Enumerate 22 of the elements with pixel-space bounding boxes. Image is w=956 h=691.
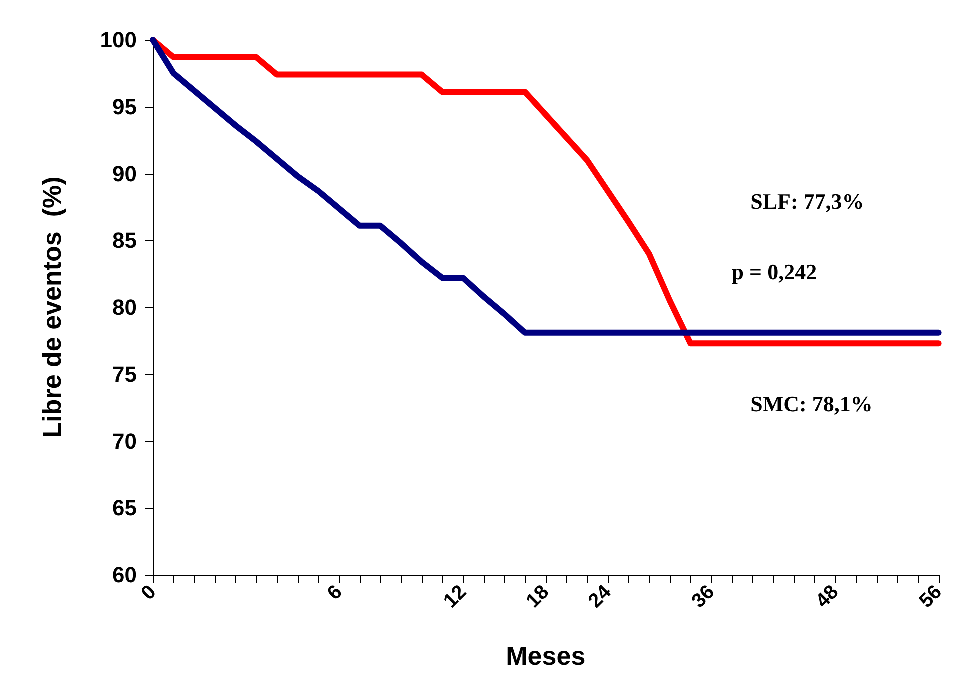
x-axis-title: Meses [506,641,586,671]
annotation: p = 0,242 [732,260,818,285]
x-tick-label: 18 [522,581,554,612]
x-tick-label: 6 [323,581,347,605]
y-tick-label: 75 [112,362,137,387]
x-tick-label: 24 [584,581,616,612]
x-tick-label: 0 [137,581,161,605]
y-tick-label: 90 [112,161,137,186]
y-tick-label: 60 [112,562,137,588]
y-tick-label: 65 [112,496,137,521]
x-tick-label: 12 [440,581,471,612]
y-axis-title: Libre de eventos (%) [37,176,67,438]
y-tick-label: 100 [100,28,137,52]
y-tick-label: 85 [112,228,137,254]
annotation: SMC: 78,1% [750,391,873,416]
y-tick-label: 95 [112,94,137,120]
x-tick-label: 48 [812,581,844,612]
x-tick-label: 56 [915,581,947,612]
y-tick-label: 70 [112,428,137,454]
annotation: SLF: 77,3% [750,188,864,214]
x-tick-label: 36 [688,581,720,612]
y-tick-label: 80 [112,295,137,320]
